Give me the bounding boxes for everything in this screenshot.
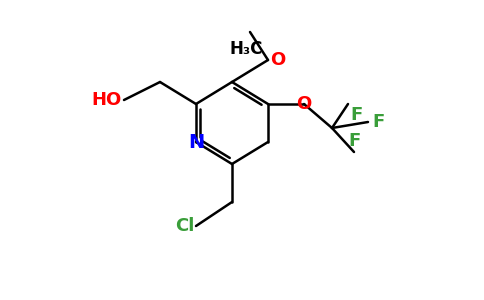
Text: F: F — [350, 106, 362, 124]
Text: O: O — [270, 51, 285, 69]
Text: H₃C: H₃C — [229, 40, 263, 58]
Text: F: F — [348, 132, 360, 150]
Text: HO: HO — [92, 91, 122, 109]
Text: Cl: Cl — [175, 217, 194, 235]
Text: O: O — [296, 95, 312, 113]
Text: N: N — [188, 133, 204, 152]
Text: F: F — [372, 113, 384, 131]
